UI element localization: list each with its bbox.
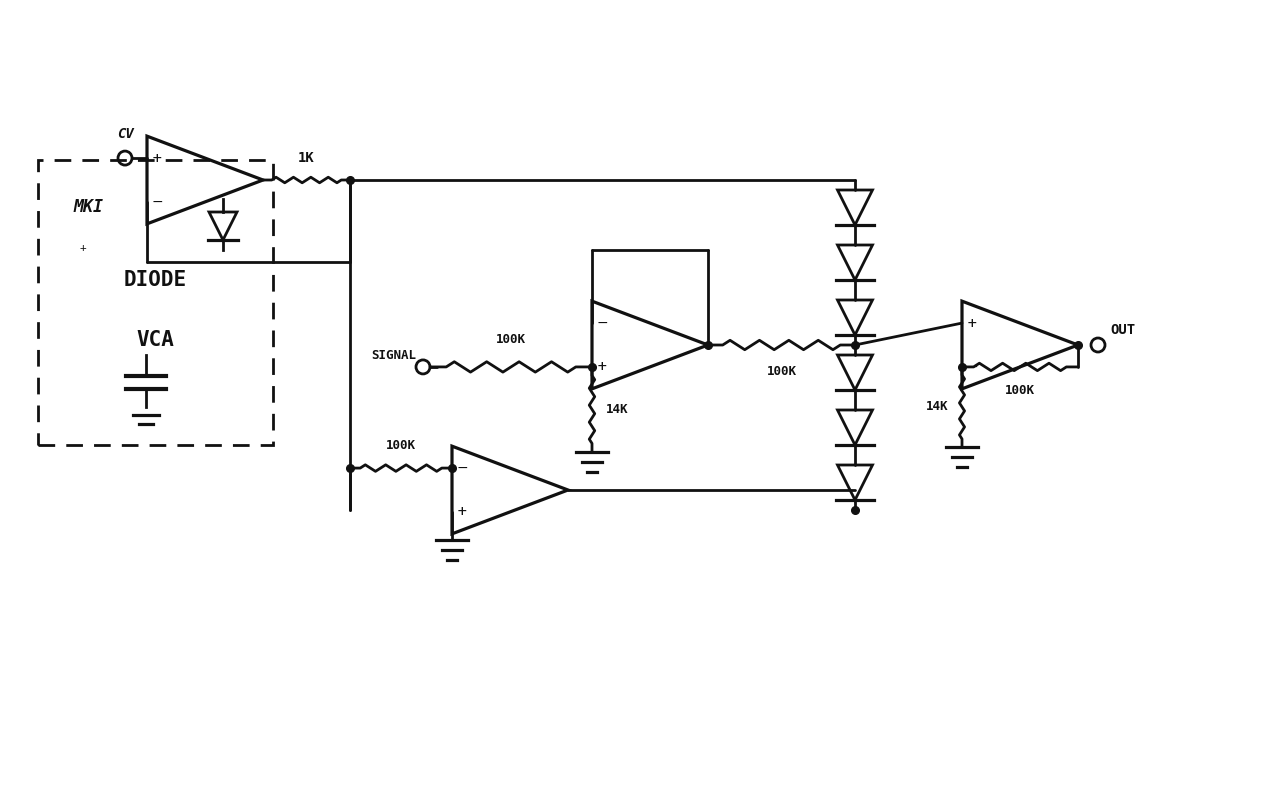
Text: +: + [79,243,86,253]
Text: SIGNAL: SIGNAL [371,349,416,362]
Text: −: − [966,360,978,374]
Text: OUT: OUT [1110,323,1135,337]
Bar [38,160,273,445]
Text: +: + [966,317,978,330]
Text: −: − [151,195,163,209]
Text: 100K: 100K [495,333,526,346]
Text: DIODE: DIODE [124,270,187,290]
Text: MKI: MKI [73,198,102,216]
Text: 14K: 14K [607,403,628,416]
Text: 1K: 1K [298,151,315,165]
Text: 100K: 100K [1005,384,1036,398]
Text: 14K: 14K [925,401,948,414]
Text: VCA: VCA [137,330,174,350]
Text: CV: CV [116,127,133,141]
Text: 100K: 100K [387,439,416,452]
Text: 100K: 100K [767,365,796,378]
Text: −: − [456,461,467,475]
Text: −: − [596,316,608,330]
Text: +: + [596,361,607,374]
Text: +: + [457,506,467,518]
Text: +: + [152,151,163,165]
